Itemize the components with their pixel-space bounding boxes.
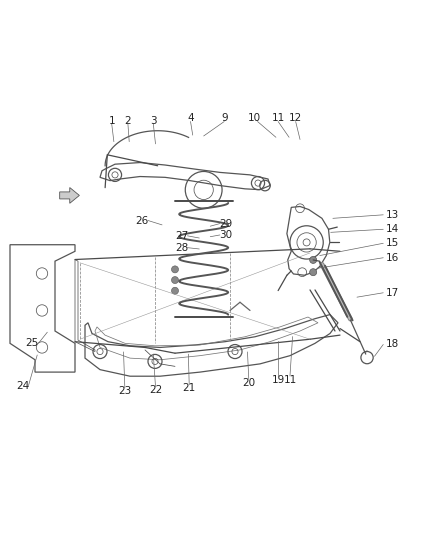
Text: 18: 18 xyxy=(385,340,399,350)
Text: 3: 3 xyxy=(150,116,157,126)
Text: 11: 11 xyxy=(272,114,285,124)
Text: 12: 12 xyxy=(289,114,302,124)
Text: 28: 28 xyxy=(175,243,188,253)
Text: 30: 30 xyxy=(219,230,232,240)
Text: 21: 21 xyxy=(183,383,196,393)
Text: 23: 23 xyxy=(118,386,131,397)
Text: 26: 26 xyxy=(136,215,149,225)
Text: 9: 9 xyxy=(221,114,228,124)
Circle shape xyxy=(172,287,179,294)
Polygon shape xyxy=(60,188,79,203)
Text: 19: 19 xyxy=(272,375,285,384)
Circle shape xyxy=(310,256,317,263)
Text: 15: 15 xyxy=(385,238,399,248)
Circle shape xyxy=(310,269,317,276)
Text: 27: 27 xyxy=(175,231,188,241)
Text: 16: 16 xyxy=(385,253,399,263)
Text: 20: 20 xyxy=(242,377,255,387)
Text: 25: 25 xyxy=(25,338,38,348)
Text: 29: 29 xyxy=(219,219,232,229)
Text: 13: 13 xyxy=(385,210,399,220)
Text: 11: 11 xyxy=(283,375,297,384)
Text: 17: 17 xyxy=(385,288,399,298)
Text: 10: 10 xyxy=(247,114,261,124)
Circle shape xyxy=(172,266,179,273)
Text: 4: 4 xyxy=(187,114,194,124)
Text: 14: 14 xyxy=(385,224,399,235)
Circle shape xyxy=(172,277,179,284)
Text: 24: 24 xyxy=(16,381,29,391)
Text: 2: 2 xyxy=(124,116,131,126)
Text: 22: 22 xyxy=(149,385,162,395)
Text: 1: 1 xyxy=(108,116,115,126)
